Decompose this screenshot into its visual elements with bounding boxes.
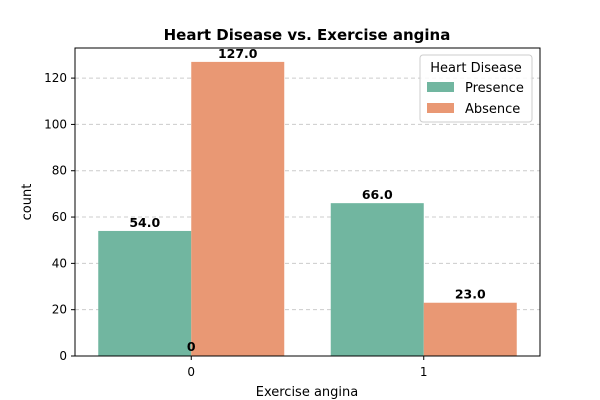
bar-value-label: 66.0 (362, 187, 393, 202)
y-tick-label: 60 (52, 210, 67, 224)
y-tick-label: 100 (44, 117, 67, 131)
legend-swatch (427, 103, 454, 113)
bar-value-label: 23.0 (455, 287, 486, 302)
legend-swatch (427, 82, 454, 92)
bar-presence-0 (98, 230, 192, 356)
legend-item-label: Presence (465, 81, 524, 96)
bar-labels: 54.0 127.0 66.0 23.0 0 (129, 46, 486, 354)
y-axis-ticks: 0 20 40 60 80 100 120 (44, 71, 75, 363)
bar-value-label: 54.0 (129, 215, 160, 230)
y-tick-label: 20 (52, 303, 67, 317)
y-tick-label: 40 (52, 256, 67, 270)
bars (98, 61, 517, 356)
legend-title: Heart Disease (430, 61, 521, 76)
bar-absence-1 (423, 302, 517, 356)
zero-annotation: 0 (187, 339, 196, 354)
y-tick-label: 80 (52, 164, 67, 178)
bar-presence-1 (330, 203, 424, 356)
x-tick-label: 0 (187, 365, 195, 379)
bar-absence-0 (191, 61, 285, 356)
y-tick-label: 0 (59, 349, 67, 363)
legend-item-label: Absence (465, 102, 520, 117)
plot-frame (74, 47, 541, 357)
y-axis-label: count (20, 184, 35, 221)
y-tick-label: 120 (44, 71, 67, 85)
legend: Heart Disease Presence Absence (419, 54, 533, 123)
x-tick-label: 1 (420, 365, 428, 379)
chart-title: Heart Disease vs. Exercise angina (164, 26, 451, 44)
bar-value-label: 127.0 (218, 46, 258, 61)
x-axis-label: Exercise angina (256, 385, 359, 400)
